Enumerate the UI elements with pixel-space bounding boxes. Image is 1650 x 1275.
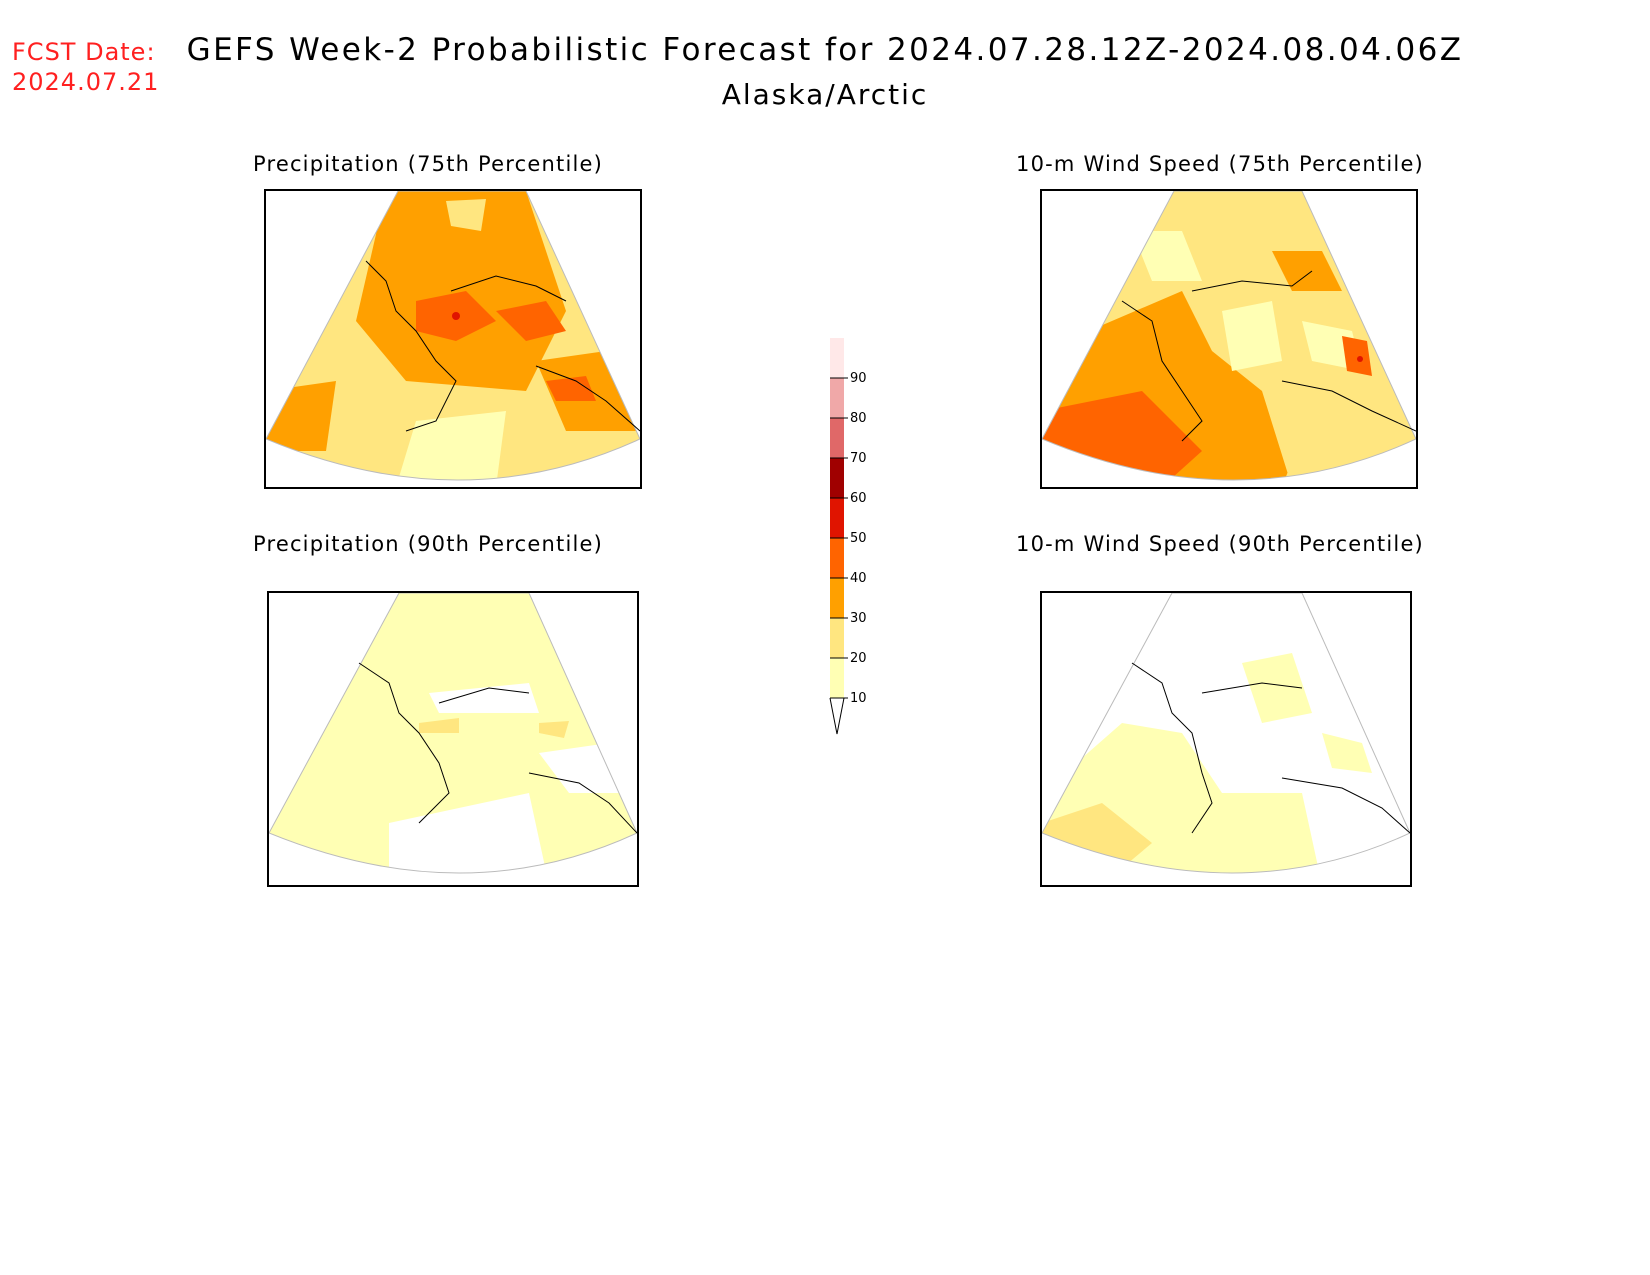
panel-title-wind-75: 10-m Wind Speed (75th Percentile) (1016, 152, 1424, 176)
colorbar-segment (830, 378, 844, 418)
forecast-date-label: FCST Date: (12, 38, 156, 66)
colorbar-segment (830, 578, 844, 618)
colorbar-tick-label: 90 (850, 371, 867, 386)
colorbar-tick-label: 10 (850, 691, 867, 706)
colorbar-segment (830, 498, 844, 538)
map-panel-precip-90 (267, 591, 639, 887)
colorbar-tick-label: 20 (850, 651, 867, 666)
map-panel-wind-90 (1040, 591, 1412, 887)
colorbar-tick-label: 30 (850, 611, 867, 626)
panel-title-precip-90: Precipitation (90th Percentile) (252, 532, 604, 556)
forecast-date-value: 2024.07.21 (12, 68, 160, 96)
colorbar-tick-label: 40 (850, 571, 867, 586)
page-title: GEFS Week-2 Probabilistic Forecast for 2… (186, 32, 1464, 68)
colorbar-segment (830, 418, 844, 458)
colorbar-tick-label: 80 (850, 411, 867, 426)
panel-title-wind-90: 10-m Wind Speed (90th Percentile) (1016, 532, 1424, 556)
colorbar: 10 20 30 40 50 60 70 80 90 (820, 301, 880, 738)
colorbar-bottom-end (829, 697, 845, 735)
colorbar-tick-label: 50 (850, 531, 867, 546)
colorbar-segment (830, 338, 844, 378)
colorbar-segment (830, 618, 844, 658)
colorbar-segment (830, 458, 844, 498)
colorbar-tick-label: 60 (850, 491, 867, 506)
colorbar-tick-label: 70 (850, 451, 867, 466)
colorbar-segment (830, 658, 844, 698)
colorbar-segment (830, 538, 844, 578)
region-title: Alaska/Arctic (721, 78, 929, 111)
map-panel-precip-75 (264, 189, 642, 489)
map-panel-wind-75 (1040, 189, 1418, 489)
panel-title-precip-75: Precipitation (75th Percentile) (252, 152, 604, 176)
